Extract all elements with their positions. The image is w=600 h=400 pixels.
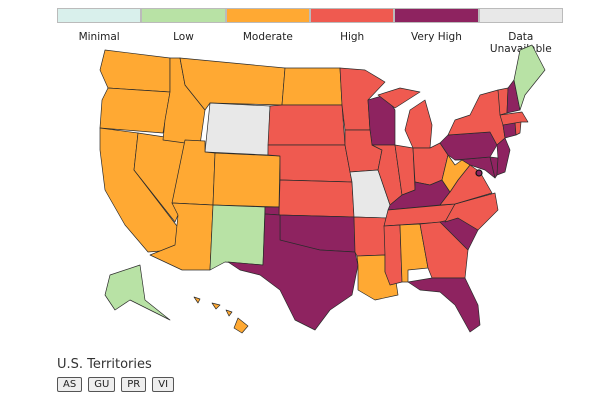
territory-buttons: AS GU PR VI	[57, 377, 175, 392]
state[interactable]	[377, 87, 421, 109]
territories: U.S. Territories AS GU PR VI	[57, 357, 175, 392]
state[interactable]	[99, 87, 171, 134]
us-map	[99, 44, 546, 334]
legend-swatch	[57, 8, 142, 23]
state[interactable]	[497, 87, 509, 116]
legend-label: Very High	[411, 31, 462, 43]
legend-label: Low	[173, 31, 194, 43]
state[interactable]	[278, 179, 355, 218]
legend-item: Low	[141, 8, 226, 55]
state[interactable]	[513, 44, 546, 111]
legend-swatch	[394, 8, 479, 23]
legend-label: Minimal	[78, 31, 120, 43]
territory-button[interactable]: GU	[88, 377, 116, 392]
legend-label: Data Unavailable	[489, 31, 552, 55]
state[interactable]	[383, 224, 403, 286]
territory-button[interactable]: PR	[121, 377, 147, 392]
legend-label: High	[340, 31, 365, 43]
state[interactable]	[404, 99, 433, 149]
territory-button[interactable]: AS	[57, 377, 83, 392]
legend-item: Data Unavailable	[478, 8, 563, 55]
legend-item: High	[309, 8, 395, 55]
state[interactable]	[267, 144, 353, 183]
legend-item: Very High	[394, 8, 479, 55]
territories-title: U.S. Territories	[57, 357, 152, 372]
state[interactable]	[225, 309, 233, 317]
legend: Minimal Low Moderate High Very High Data Unav…	[57, 8, 563, 55]
legend-swatch	[141, 8, 226, 23]
state[interactable]	[496, 137, 511, 176]
state[interactable]	[499, 111, 529, 126]
state[interactable]	[209, 204, 266, 271]
state[interactable]	[193, 296, 201, 304]
state[interactable]	[211, 302, 221, 310]
state[interactable]	[204, 102, 271, 156]
state[interactable]	[99, 49, 171, 93]
legend-swatch	[478, 8, 563, 23]
legend-swatch	[225, 8, 310, 23]
legend-item: Moderate	[225, 8, 310, 55]
state[interactable]	[227, 213, 359, 331]
state[interactable]	[267, 104, 346, 146]
state[interactable]	[104, 264, 171, 321]
state[interactable]	[212, 152, 281, 208]
legend-item: Minimal	[57, 8, 142, 55]
state[interactable]	[353, 216, 389, 257]
state[interactable]	[233, 317, 249, 334]
legend-label: Moderate	[242, 31, 293, 43]
legend-swatch	[309, 8, 395, 23]
state[interactable]	[514, 121, 522, 136]
state[interactable]	[281, 67, 343, 106]
dc-marker	[475, 169, 483, 177]
state[interactable]	[407, 277, 481, 333]
state[interactable]	[439, 131, 498, 161]
territory-button[interactable]: VI	[152, 377, 175, 392]
